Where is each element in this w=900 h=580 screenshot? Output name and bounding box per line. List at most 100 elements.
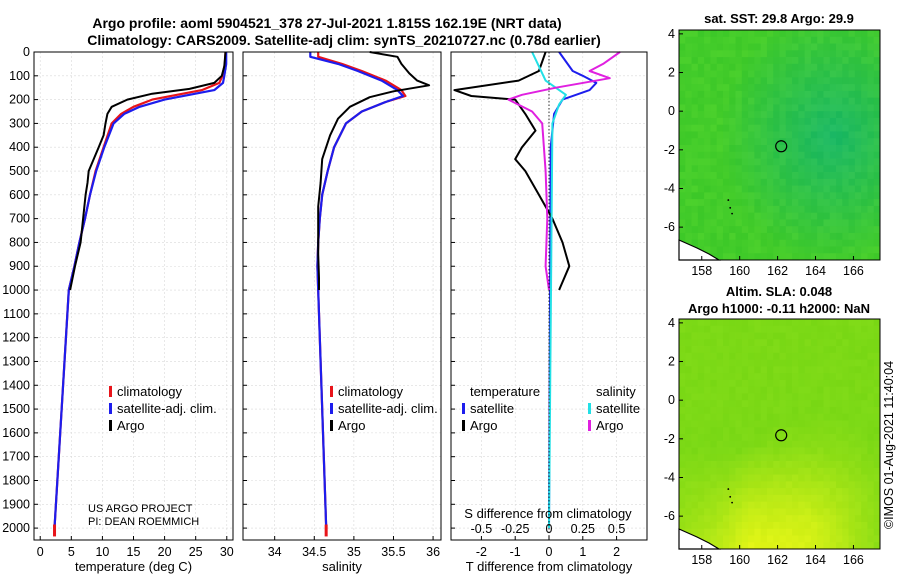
map-cell bbox=[854, 386, 862, 394]
map-cell bbox=[848, 366, 856, 374]
map-cell bbox=[842, 185, 849, 193]
map-cell bbox=[735, 413, 743, 421]
map-cell bbox=[823, 97, 831, 105]
map-cell bbox=[867, 36, 875, 44]
legend-swatch bbox=[588, 403, 591, 414]
map-cell bbox=[810, 97, 818, 105]
map-cell bbox=[848, 43, 856, 51]
map-cell bbox=[817, 434, 824, 442]
map-cell bbox=[741, 185, 749, 193]
map-cell bbox=[848, 104, 856, 112]
map-cell bbox=[685, 63, 692, 71]
map-cell bbox=[798, 393, 806, 401]
map-cell bbox=[679, 373, 686, 381]
map-cell bbox=[710, 70, 718, 78]
map-cell bbox=[679, 359, 686, 367]
map-cell bbox=[722, 339, 730, 347]
map-cell bbox=[867, 63, 875, 71]
map-cell bbox=[722, 232, 730, 241]
map-cell bbox=[735, 528, 743, 536]
map-cell bbox=[842, 219, 849, 227]
map-cell bbox=[754, 131, 762, 139]
island-dot bbox=[727, 199, 730, 201]
map-cell bbox=[754, 124, 762, 132]
map-cell bbox=[861, 151, 868, 159]
map-cell bbox=[710, 501, 718, 509]
map-cell bbox=[748, 63, 755, 71]
map-cell bbox=[861, 205, 868, 214]
map-cell bbox=[722, 420, 730, 428]
map-cell bbox=[867, 185, 875, 193]
map-cell bbox=[848, 359, 856, 367]
map-cell bbox=[823, 366, 831, 374]
map-cell bbox=[779, 77, 787, 85]
map-cell bbox=[704, 325, 711, 333]
map-cell bbox=[710, 117, 718, 126]
map-cell bbox=[829, 212, 837, 220]
map-cell bbox=[716, 325, 724, 333]
map-cell bbox=[804, 70, 812, 78]
map-cell bbox=[867, 90, 875, 99]
sst-map-title: sat. SST: 29.8 Argo: 29.9 bbox=[704, 11, 854, 26]
map-cell bbox=[823, 165, 831, 173]
map-cell bbox=[722, 373, 730, 381]
legend-label: satellite bbox=[596, 401, 640, 416]
map-cell bbox=[854, 232, 862, 241]
map-cell bbox=[722, 528, 730, 536]
map-cell bbox=[748, 165, 755, 173]
map-cell bbox=[766, 30, 774, 38]
map-cell bbox=[785, 104, 793, 112]
map-cell bbox=[848, 352, 856, 360]
map-cell bbox=[685, 406, 692, 415]
map-cell bbox=[716, 145, 724, 153]
map-cell bbox=[760, 253, 768, 261]
map-cell bbox=[817, 151, 824, 159]
map-cell bbox=[861, 212, 868, 220]
legend-swatch bbox=[330, 420, 333, 431]
map-cell bbox=[760, 420, 768, 428]
map-cell bbox=[685, 199, 692, 207]
map-cell bbox=[842, 30, 849, 38]
map-cell bbox=[873, 90, 881, 99]
map-cell bbox=[748, 43, 755, 51]
map-cell bbox=[798, 467, 806, 475]
map-cell bbox=[685, 57, 692, 65]
map-cell bbox=[792, 239, 799, 247]
map-cell bbox=[873, 239, 881, 247]
map-cell bbox=[810, 185, 818, 193]
map-cell bbox=[861, 332, 868, 340]
map-cell bbox=[823, 325, 831, 333]
map-cell bbox=[792, 117, 799, 126]
map-cell bbox=[817, 346, 824, 354]
map-cell bbox=[810, 481, 818, 489]
series-temperature-argo bbox=[453, 51, 571, 291]
map-cell bbox=[704, 386, 711, 394]
map-cell bbox=[785, 434, 793, 442]
map-cell bbox=[854, 84, 862, 92]
map-cell bbox=[722, 253, 730, 261]
map-cell bbox=[779, 434, 787, 442]
map-cell bbox=[710, 172, 718, 180]
map-cell bbox=[842, 413, 849, 421]
map-cell bbox=[842, 212, 849, 220]
map-cell bbox=[817, 379, 824, 388]
map-cell bbox=[735, 501, 743, 509]
map-cell bbox=[842, 246, 849, 254]
map-cell bbox=[722, 212, 730, 220]
map-cell bbox=[836, 124, 843, 132]
map-cell bbox=[760, 131, 768, 139]
map-cell bbox=[735, 151, 743, 159]
map-cell bbox=[754, 346, 762, 354]
map-cell bbox=[754, 406, 762, 415]
map-cell bbox=[704, 111, 711, 119]
map-cell bbox=[779, 461, 787, 469]
y-tick-label: 1600 bbox=[2, 426, 30, 440]
x-tick-label: 35 bbox=[347, 545, 361, 559]
map-cell bbox=[710, 151, 718, 159]
map-cell bbox=[716, 111, 724, 119]
y-tick-label: 1100 bbox=[3, 307, 30, 321]
bottom-clim-marker-salinity bbox=[324, 524, 328, 537]
map-cell bbox=[679, 467, 686, 475]
map-cell bbox=[685, 117, 692, 126]
map-cell bbox=[760, 63, 768, 71]
